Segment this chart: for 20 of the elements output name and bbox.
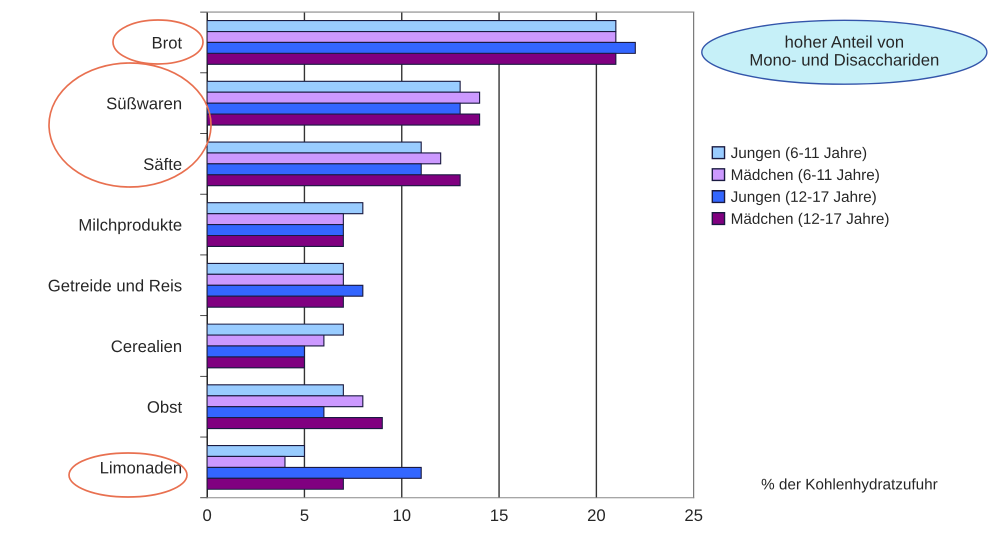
y-tick-label: Cerealien: [112, 340, 182, 352]
x-tick-label: 20: [588, 509, 605, 522]
x-tick-label: 15: [491, 509, 508, 522]
y-tick-label: Getreide und Reis: [48, 279, 182, 292]
legend-label: Jungen (12-17 Jahre): [730, 190, 876, 206]
x-tick-label: 25: [685, 509, 702, 522]
y-tick-label: Milchprodukte: [80, 218, 182, 234]
y-tick-label: Süßwaren: [106, 97, 182, 110]
x-tick-label: 5: [300, 509, 308, 522]
legend-label: Mädchen (12-17 Jahre): [732, 212, 889, 228]
y-tick-label: Säfte: [144, 158, 182, 170]
y-tick-label: Brot: [152, 37, 182, 49]
x-tick-label: 10: [394, 509, 410, 522]
legend-label: Mädchen (6-11 Jahre): [732, 168, 879, 184]
x-tick-label: 0: [203, 509, 212, 522]
legend-label: Jungen (6-11 Jahre): [730, 146, 866, 162]
y-tick-label: Obst: [148, 400, 182, 413]
y-tick-label: Limonaden: [101, 461, 182, 474]
x-axis-title: % der Kohlenhydratzufuhr: [762, 478, 938, 493]
text: hoher Anteil von Mono- und Disacchariden: [750, 36, 938, 66]
